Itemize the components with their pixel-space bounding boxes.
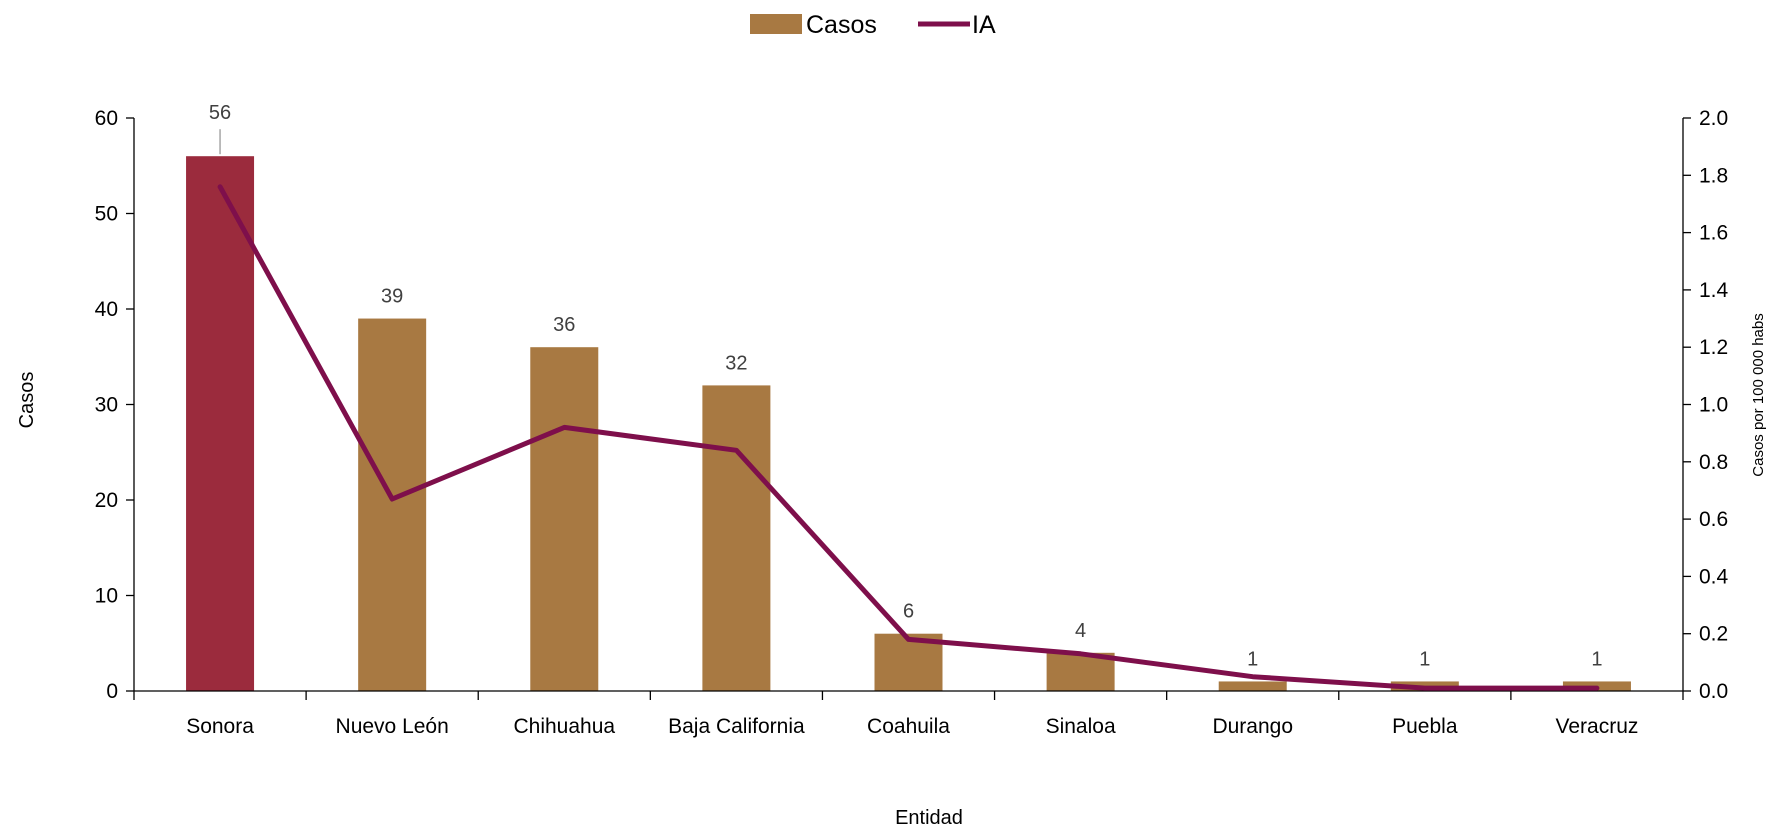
y2-tick-label-5: 1.0 (1699, 394, 1728, 417)
data-label-6: 1 (1247, 648, 1258, 670)
data-label-1: 39 (381, 286, 403, 308)
y2-tick-label-1: 0.2 (1699, 623, 1728, 646)
y-axis-title: Casos (16, 372, 38, 429)
data-label-5: 4 (1075, 620, 1086, 642)
data-label-3: 32 (725, 352, 747, 374)
x-tick-label-6: Durango (1212, 715, 1293, 738)
data-label-0: 56 (209, 102, 231, 124)
bar-2 (530, 347, 599, 691)
y2-tick-label-2: 0.4 (1699, 565, 1729, 588)
y2-tick-label-0: 0.0 (1699, 680, 1728, 703)
x-tick-label-0: Sonora (186, 715, 254, 738)
bar-1 (358, 318, 427, 691)
y-tick-label-2: 20 (95, 489, 118, 512)
legend-label-casos: Casos (806, 11, 877, 39)
y-tick-label-4: 40 (95, 298, 118, 321)
y-tick-label-5: 50 (95, 203, 118, 226)
x-tick-label-2: Chihuahua (513, 715, 615, 738)
data-label-4: 6 (903, 601, 914, 623)
legend: Casos IA (750, 11, 996, 39)
data-label-8: 1 (1591, 648, 1602, 670)
plot-area: 0 10 20 30 40 50 60 0.0 0.2 0.4 0.6 0.8 1.0 1.2 1.4 1.6… (95, 102, 1729, 738)
bar-3 (702, 385, 771, 691)
y2-tick-label-4: 0.8 (1699, 451, 1728, 474)
y2-tick-label-6: 1.2 (1699, 336, 1728, 359)
y-tick-label-6: 60 (95, 107, 118, 130)
legend-swatch-casos (750, 14, 802, 34)
x-tick-label-5: Sinaloa (1046, 715, 1116, 738)
x-axis-title: Entidad (895, 807, 963, 829)
bar-6 (1218, 681, 1287, 691)
data-label-7: 1 (1419, 648, 1430, 670)
y-tick-label-3: 30 (95, 394, 118, 417)
bar-0 (186, 156, 255, 691)
y2-axis-title: Casos por 100 000 habs (1750, 313, 1767, 476)
x-tick-label-1: Nuevo León (336, 715, 449, 738)
y2-tick-label-10: 2.0 (1699, 107, 1728, 130)
x-tick-label-8: Veracruz (1556, 715, 1639, 738)
x-tick-label-7: Puebla (1392, 715, 1458, 738)
y-tick-label-1: 10 (95, 585, 118, 608)
y2-tick-label-7: 1.4 (1699, 279, 1729, 302)
x-tick-label-3: Baja California (668, 715, 805, 738)
legend-label-ia: IA (972, 11, 996, 39)
y2-tick-label-9: 1.8 (1699, 164, 1728, 187)
y2-tick-label-8: 1.6 (1699, 222, 1728, 245)
x-tick-label-4: Coahuila (867, 715, 950, 738)
data-label-2: 36 (553, 314, 575, 336)
y-tick-label-0: 0 (106, 680, 118, 703)
y2-tick-label-3: 0.6 (1699, 508, 1728, 531)
